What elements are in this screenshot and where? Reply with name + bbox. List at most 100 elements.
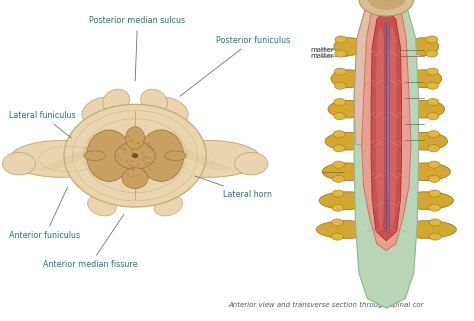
Polygon shape	[376, 26, 385, 231]
Polygon shape	[387, 26, 397, 231]
Ellipse shape	[156, 141, 261, 178]
Ellipse shape	[319, 192, 374, 210]
Ellipse shape	[428, 131, 439, 138]
Ellipse shape	[141, 89, 167, 113]
Text: Posterior funiculus: Posterior funiculus	[180, 36, 290, 96]
Polygon shape	[362, 3, 411, 250]
Ellipse shape	[132, 169, 135, 170]
Ellipse shape	[428, 190, 441, 197]
Ellipse shape	[427, 68, 438, 75]
Ellipse shape	[144, 163, 147, 165]
Ellipse shape	[147, 145, 150, 147]
Ellipse shape	[130, 149, 133, 151]
Text: Lateral funiculus: Lateral funiculus	[9, 111, 76, 138]
Ellipse shape	[125, 161, 128, 162]
Ellipse shape	[130, 140, 133, 142]
Ellipse shape	[428, 161, 440, 168]
Ellipse shape	[428, 204, 441, 211]
Ellipse shape	[333, 131, 345, 138]
Polygon shape	[354, 0, 419, 308]
Ellipse shape	[325, 132, 370, 150]
Ellipse shape	[322, 163, 372, 180]
Ellipse shape	[141, 152, 144, 154]
Ellipse shape	[127, 173, 129, 175]
Ellipse shape	[331, 219, 343, 226]
Ellipse shape	[333, 145, 345, 152]
Ellipse shape	[142, 159, 145, 161]
Ellipse shape	[131, 167, 134, 169]
Ellipse shape	[86, 130, 131, 181]
Polygon shape	[371, 10, 401, 241]
Ellipse shape	[235, 152, 268, 175]
Ellipse shape	[401, 163, 450, 180]
Polygon shape	[354, 10, 371, 144]
Ellipse shape	[82, 98, 117, 124]
Text: Lateral horn: Lateral horn	[195, 176, 272, 199]
Ellipse shape	[64, 104, 206, 207]
Ellipse shape	[427, 82, 438, 89]
Ellipse shape	[428, 145, 439, 152]
Ellipse shape	[9, 141, 114, 178]
Ellipse shape	[165, 151, 186, 160]
Ellipse shape	[367, 0, 405, 10]
Ellipse shape	[335, 36, 346, 43]
Ellipse shape	[335, 50, 346, 57]
Ellipse shape	[116, 155, 119, 156]
Ellipse shape	[429, 233, 441, 240]
Ellipse shape	[148, 158, 151, 159]
Ellipse shape	[124, 151, 127, 153]
Ellipse shape	[147, 142, 150, 143]
Ellipse shape	[143, 171, 146, 173]
Ellipse shape	[122, 168, 148, 189]
Ellipse shape	[84, 151, 105, 160]
Ellipse shape	[143, 156, 146, 158]
Ellipse shape	[316, 221, 375, 239]
Ellipse shape	[408, 38, 439, 55]
Ellipse shape	[154, 195, 182, 216]
Text: matter: matter	[310, 47, 334, 53]
Ellipse shape	[123, 149, 126, 151]
Ellipse shape	[131, 152, 134, 153]
Text: matter: matter	[310, 53, 334, 59]
Ellipse shape	[426, 50, 438, 57]
Ellipse shape	[334, 68, 346, 75]
Ellipse shape	[132, 175, 135, 177]
Ellipse shape	[359, 0, 413, 16]
Ellipse shape	[132, 154, 138, 158]
Ellipse shape	[145, 142, 147, 144]
Ellipse shape	[127, 136, 130, 137]
Ellipse shape	[138, 130, 184, 181]
Ellipse shape	[147, 161, 150, 163]
Ellipse shape	[332, 204, 344, 211]
Ellipse shape	[426, 36, 438, 43]
Ellipse shape	[137, 175, 139, 176]
Ellipse shape	[333, 175, 345, 182]
Ellipse shape	[334, 82, 346, 89]
Ellipse shape	[123, 148, 126, 149]
Ellipse shape	[427, 113, 439, 120]
Ellipse shape	[428, 175, 440, 182]
Ellipse shape	[334, 99, 346, 106]
Ellipse shape	[145, 157, 148, 158]
Ellipse shape	[149, 147, 152, 149]
Ellipse shape	[131, 165, 134, 167]
Ellipse shape	[427, 99, 439, 106]
Ellipse shape	[126, 127, 145, 149]
Ellipse shape	[2, 152, 36, 175]
Ellipse shape	[115, 142, 155, 169]
Text: Anterior view and transverse section through spinal cor: Anterior view and transverse section thr…	[229, 302, 424, 308]
Ellipse shape	[399, 192, 453, 210]
Ellipse shape	[128, 164, 131, 166]
Ellipse shape	[153, 98, 188, 124]
Ellipse shape	[404, 100, 445, 118]
Ellipse shape	[137, 164, 140, 165]
Ellipse shape	[137, 142, 139, 144]
Ellipse shape	[103, 89, 129, 113]
Ellipse shape	[137, 143, 140, 144]
Ellipse shape	[88, 195, 116, 216]
Ellipse shape	[334, 113, 346, 120]
Ellipse shape	[148, 145, 151, 147]
Text: Anterior funiculus: Anterior funiculus	[9, 187, 81, 240]
Ellipse shape	[334, 38, 365, 55]
Ellipse shape	[331, 70, 366, 88]
